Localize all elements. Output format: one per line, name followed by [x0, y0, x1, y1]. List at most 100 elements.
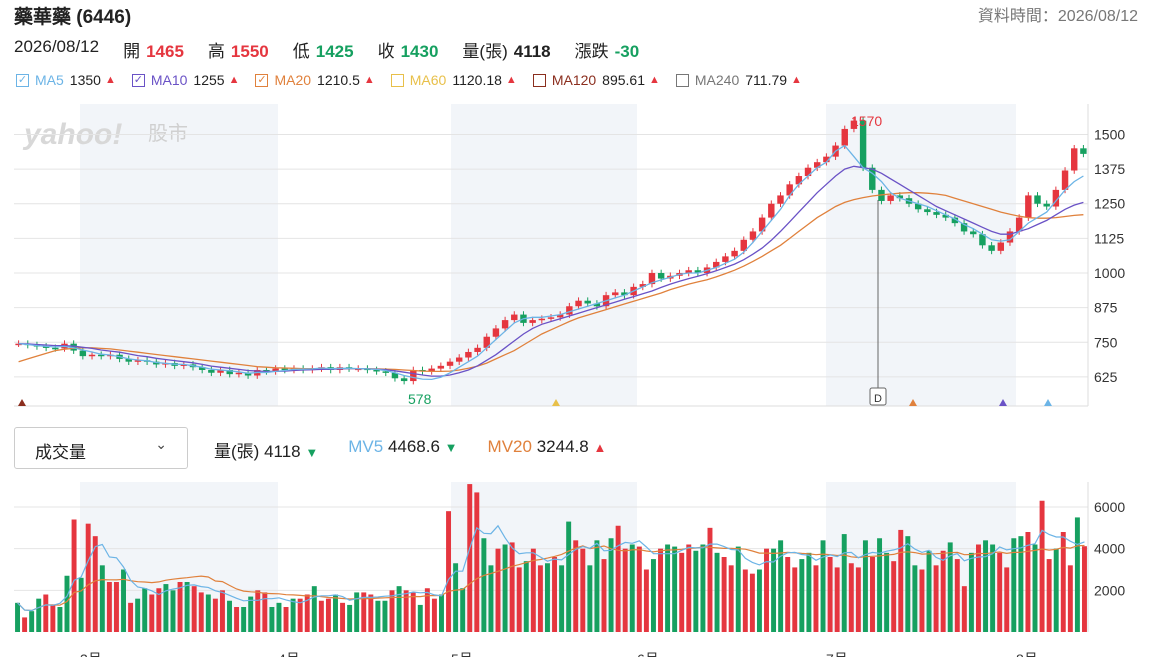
candle-body: [621, 292, 628, 296]
candle-body: [1043, 203, 1050, 207]
y-tick-label: 6000: [1094, 499, 1125, 515]
volume-bar: [424, 588, 430, 632]
candle-body: [593, 303, 601, 307]
volume-bar: [601, 559, 607, 632]
volume-legend: 量(張) 4118 ▼ MV5 4468.6 ▼ MV20 3244.8 ▲: [214, 437, 636, 462]
volume-bar: [771, 548, 777, 632]
y-tick-label: 1250: [1094, 196, 1125, 212]
candle-body: [639, 284, 647, 287]
volume-bar: [658, 548, 663, 632]
volume-bar: [961, 586, 967, 632]
volume-bar: [947, 542, 953, 632]
event-marker-icon: [552, 399, 560, 406]
checkbox-icon[interactable]: ✓: [131, 73, 145, 87]
y-tick-label: 1500: [1094, 126, 1125, 142]
candle-body: [951, 217, 959, 224]
up-triangle-icon: ▲: [649, 74, 660, 86]
candle-body: [244, 372, 252, 376]
volume-bar: [311, 586, 317, 632]
month-band: [826, 104, 1016, 406]
candle-body: [575, 300, 582, 307]
up-triangle-icon: ▲: [791, 74, 802, 86]
volume-bar: [269, 607, 275, 632]
volume-bar: [57, 607, 63, 632]
volume-bar: [15, 602, 21, 632]
candle-body: [556, 314, 564, 318]
volume-bar: [834, 567, 840, 632]
ma-toggle-ma10[interactable]: ✓ MA10 1255 ▲: [131, 72, 239, 88]
volume-bar: [905, 536, 911, 632]
volume-bar: [841, 534, 847, 632]
volume-value: 4118: [513, 42, 551, 61]
candle-body: [474, 347, 481, 352]
candle-body: [125, 358, 132, 362]
y-tick-label: 875: [1094, 300, 1118, 316]
ma-toggle-ma60[interactable]: MA60 1120.18 ▲: [390, 72, 517, 88]
ma-toggle-ma120[interactable]: MA120 895.61 ▲: [532, 72, 660, 88]
volume-bar: [848, 563, 854, 632]
indicator-select[interactable]: 成交量 ⌄: [14, 427, 188, 469]
candle-body: [648, 273, 656, 285]
checkbox-icon[interactable]: ✓: [255, 73, 269, 87]
volume-bar: [516, 567, 522, 632]
close-label: 收: [377, 42, 395, 61]
chevron-down-icon: ⌄: [155, 436, 167, 452]
down-triangle-icon: ▼: [305, 445, 319, 460]
mv20-line: [17, 544, 1085, 612]
ma-toggle-ma20[interactable]: ✓ MA20 1210.5 ▲: [255, 72, 375, 88]
volume-bar: [354, 592, 360, 632]
candle-body: [813, 162, 821, 168]
ma-value: 711.79: [745, 72, 788, 88]
volume-bar: [544, 563, 550, 632]
high-label: 高: [207, 42, 225, 61]
candle-body: [198, 367, 206, 370]
ma-value: 1350: [69, 72, 101, 88]
ma-name: MA10: [150, 72, 188, 88]
volume-bar: [976, 544, 981, 632]
ma20-line: [18, 192, 1084, 373]
ma-toggle-ma5[interactable]: ✓ MA5 1350 ▲: [16, 72, 116, 88]
yahoo-watermark-section: 股市: [148, 122, 188, 145]
volume-bar: [827, 557, 833, 632]
volume-bar: [156, 588, 162, 632]
event-marker-icon: [18, 399, 26, 406]
volume-bar: [453, 563, 459, 632]
x-tick-label: 5月: [451, 651, 473, 657]
volume-bar: [764, 548, 769, 632]
checkbox-icon[interactable]: [675, 73, 689, 87]
checkbox-icon[interactable]: ✓: [16, 73, 29, 87]
volume-bar: [227, 600, 232, 632]
volume-bar: [997, 552, 1003, 632]
volume-bar: [382, 600, 388, 632]
volume-bar: [594, 540, 600, 632]
ma-toggle-ma240[interactable]: MA240 711.79 ▲: [675, 72, 802, 88]
candle-body: [465, 351, 472, 358]
candle-body: [933, 212, 940, 215]
volume-bar: [573, 540, 579, 632]
checkbox-icon[interactable]: [532, 73, 546, 87]
volume-bar: [742, 569, 748, 632]
open-value: 1465: [146, 42, 184, 61]
mv20-label: MV20: [487, 437, 532, 456]
mv5-label: MV5: [348, 437, 384, 456]
candle-body: [410, 369, 417, 382]
checkbox-icon[interactable]: [390, 73, 404, 87]
candle-body: [887, 195, 894, 201]
candle-body: [501, 320, 509, 329]
volume-bar: [983, 540, 989, 632]
open-label: 開: [123, 42, 141, 61]
volume-bar: [488, 565, 494, 632]
candle-body: [382, 371, 389, 373]
volume-bar: [36, 598, 42, 632]
volume-bar: [877, 538, 883, 632]
mv5-value: 4468.6: [387, 437, 440, 456]
volume-bar: [78, 577, 84, 632]
volume-bar: [792, 567, 798, 632]
candle-body: [740, 239, 747, 251]
candle-body: [180, 364, 188, 366]
candle-body: [914, 203, 922, 210]
candle-body: [70, 343, 77, 351]
volume-bar: [650, 559, 656, 632]
candle-body: [979, 234, 986, 246]
